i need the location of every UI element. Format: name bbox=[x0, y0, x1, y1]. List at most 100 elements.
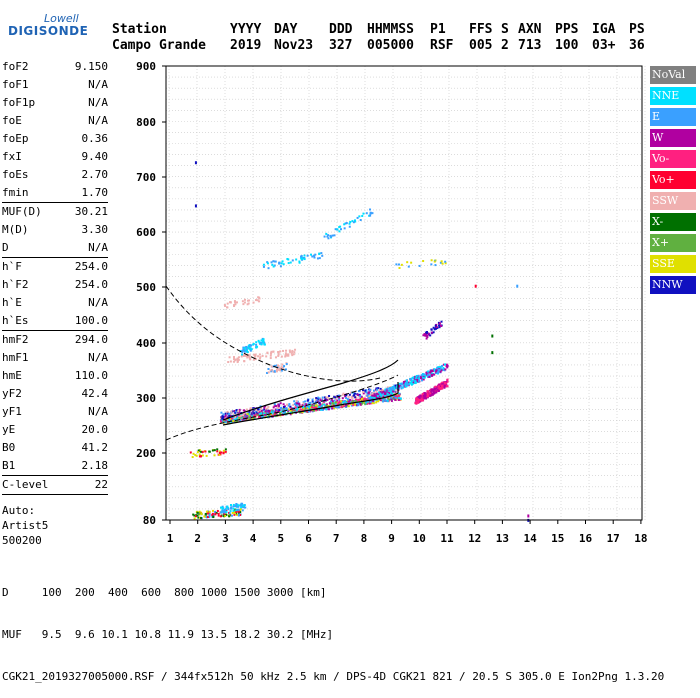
echo-point bbox=[418, 379, 421, 382]
echo-point bbox=[272, 350, 275, 353]
echo-point bbox=[211, 512, 214, 515]
echo-point bbox=[266, 371, 269, 374]
echo-point bbox=[247, 299, 250, 302]
echo-point bbox=[315, 404, 318, 407]
param-value: 0.36 bbox=[81, 132, 109, 145]
echo-point bbox=[442, 368, 445, 371]
echo-point bbox=[237, 356, 240, 359]
echo-point bbox=[261, 354, 264, 357]
echo-point bbox=[224, 414, 227, 417]
echo-point bbox=[264, 410, 267, 413]
echo-point bbox=[211, 513, 214, 516]
echo-point bbox=[381, 397, 384, 400]
echo-point bbox=[354, 220, 357, 223]
echo-point bbox=[392, 395, 395, 398]
echo-point bbox=[289, 409, 292, 412]
echo-point bbox=[252, 415, 255, 418]
param-row: foE N/A bbox=[2, 112, 108, 130]
x-tick-label: 15 bbox=[551, 532, 564, 545]
echo-point bbox=[313, 409, 316, 412]
echo-point bbox=[266, 261, 269, 264]
echo-point bbox=[433, 260, 436, 263]
echo-point bbox=[228, 356, 231, 359]
echo-point bbox=[242, 348, 245, 351]
echo-point bbox=[249, 344, 252, 347]
echo-point bbox=[221, 416, 224, 419]
echo-point bbox=[273, 260, 276, 263]
x-tick-label: 4 bbox=[250, 532, 257, 545]
echo-point bbox=[285, 363, 288, 366]
echo-point bbox=[259, 356, 262, 359]
echo-point bbox=[234, 512, 237, 515]
echo-point bbox=[446, 364, 449, 367]
echo-point bbox=[411, 376, 414, 379]
echo-point bbox=[289, 405, 292, 408]
echo-point bbox=[298, 402, 301, 405]
param-value: N/A bbox=[88, 114, 108, 127]
x-tick-label: 6 bbox=[305, 532, 312, 545]
echo-point bbox=[284, 355, 287, 358]
echo-point bbox=[338, 400, 341, 403]
echo-point bbox=[420, 376, 423, 379]
echo-point bbox=[282, 263, 285, 266]
echo-point bbox=[446, 380, 449, 383]
echo-point bbox=[313, 406, 316, 409]
echo-point bbox=[330, 235, 333, 238]
echo-point bbox=[303, 254, 306, 257]
echo-point bbox=[346, 398, 349, 401]
echo-point bbox=[230, 420, 233, 423]
echo-point bbox=[263, 343, 266, 346]
echo-point bbox=[394, 384, 397, 387]
echo-point bbox=[350, 404, 353, 407]
echo-point bbox=[293, 403, 296, 406]
param-row: hmF2 294.0 bbox=[2, 331, 108, 349]
param-row: foEs 2.70 bbox=[2, 166, 108, 184]
echo-point bbox=[429, 334, 432, 337]
echo-point bbox=[322, 401, 325, 404]
echo-point bbox=[437, 386, 440, 389]
echo-point bbox=[193, 514, 196, 517]
echo-point bbox=[324, 396, 327, 399]
echo-point bbox=[303, 407, 306, 410]
echo-point bbox=[254, 354, 257, 357]
echo-point bbox=[348, 400, 351, 403]
echo-point bbox=[389, 388, 392, 391]
echo-point bbox=[366, 401, 369, 404]
echo-point bbox=[315, 400, 318, 403]
echo-point bbox=[302, 407, 305, 410]
echo-point bbox=[215, 511, 218, 514]
echo-point bbox=[364, 389, 367, 392]
x-tick-label: 9 bbox=[388, 532, 395, 545]
echo-point bbox=[275, 405, 278, 408]
echo-point bbox=[288, 407, 291, 410]
echo-point bbox=[208, 513, 211, 516]
echo-point bbox=[352, 392, 355, 395]
echo-point bbox=[291, 354, 294, 357]
echo-point bbox=[275, 370, 278, 373]
echo-point bbox=[264, 407, 267, 410]
echo-point bbox=[390, 387, 393, 390]
echo-point bbox=[311, 403, 314, 406]
echo-point bbox=[351, 220, 354, 223]
echo-point bbox=[243, 301, 246, 304]
echo-point bbox=[269, 357, 272, 360]
echo-point bbox=[255, 343, 258, 346]
echo-point bbox=[356, 403, 359, 406]
echo-point bbox=[371, 212, 374, 215]
legend-item: Vo- bbox=[650, 150, 696, 168]
echo-point bbox=[290, 352, 293, 355]
echo-point bbox=[378, 389, 381, 392]
echo-point bbox=[414, 382, 417, 385]
echo-point bbox=[224, 448, 227, 451]
echo-point bbox=[233, 511, 236, 514]
echo-point bbox=[255, 358, 258, 361]
echo-point bbox=[234, 415, 237, 418]
echo-point bbox=[436, 390, 439, 393]
echo-point bbox=[282, 403, 285, 406]
echo-point bbox=[276, 368, 279, 371]
echo-point bbox=[427, 390, 430, 393]
echo-point bbox=[435, 369, 438, 372]
echo-point bbox=[295, 402, 298, 405]
echo-point bbox=[225, 416, 228, 419]
header-label-pps: PPS bbox=[555, 22, 579, 37]
